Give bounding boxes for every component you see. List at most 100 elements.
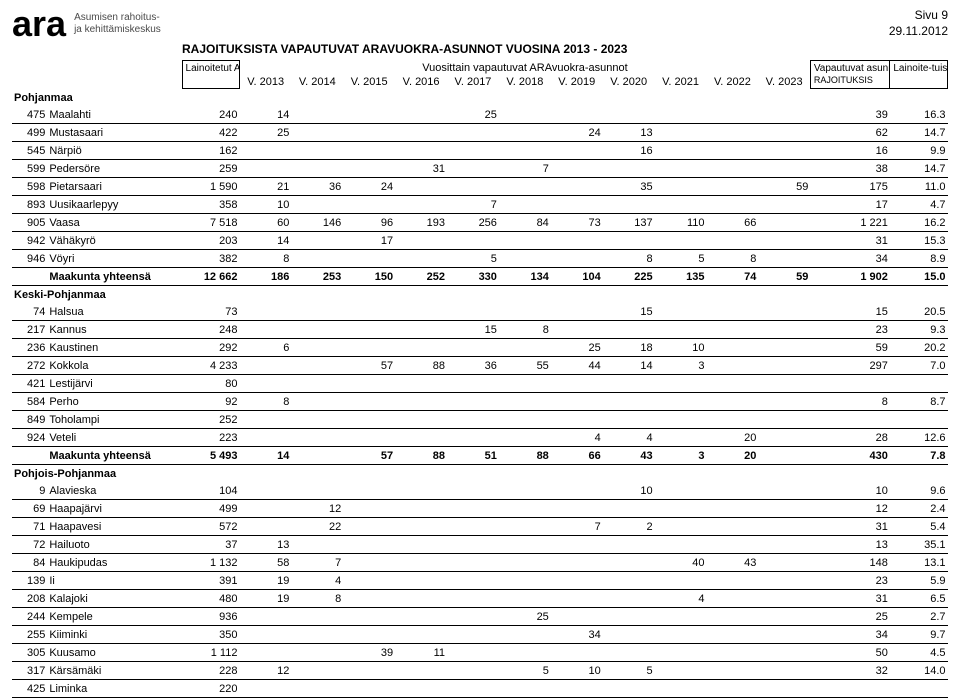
muni-name: Vöyri <box>47 250 182 268</box>
vapautuvat-value: 12 <box>810 500 890 518</box>
year-value <box>551 572 603 590</box>
year-value: 60 <box>239 214 291 232</box>
hdr-vuosittain: Vuosittain vapautuvat ARAvuokra-asunnot <box>239 61 810 75</box>
year-value <box>343 339 395 357</box>
muni-code: 598 <box>12 178 47 196</box>
year-value <box>499 393 551 411</box>
year-value <box>499 482 551 500</box>
muni-code: 421 <box>12 375 47 393</box>
muni-name: Ii <box>47 572 182 590</box>
muni-code: 584 <box>12 393 47 411</box>
year-value <box>291 644 343 662</box>
year-value <box>551 590 603 608</box>
year-value <box>706 375 758 393</box>
year-value <box>655 303 707 321</box>
year-value <box>239 375 291 393</box>
total-lain: 12 662 <box>182 268 239 286</box>
year-header-row: V. 2013 V. 2014 V. 2015 V. 2016 V. 2017 … <box>12 75 948 89</box>
year-value <box>447 124 499 142</box>
year-value <box>603 536 655 554</box>
year-value <box>499 142 551 160</box>
pct-value: 9.9 <box>890 142 948 160</box>
data-row: 425Liminka220 <box>12 680 948 698</box>
year-value <box>706 339 758 357</box>
year-value <box>447 482 499 500</box>
year-value <box>706 572 758 590</box>
year-value <box>655 429 707 447</box>
year-value: 8 <box>603 250 655 268</box>
year-value <box>706 321 758 339</box>
muni-name: Pedersöre <box>47 160 182 178</box>
total-year: 3 <box>655 447 707 465</box>
pct-value: 8.9 <box>890 250 948 268</box>
page-root: ara Asumisen rahoitus- ja kehittämiskesk… <box>0 0 960 698</box>
total-year: 43 <box>603 447 655 465</box>
total-row: Maakunta yhteensä12 66218625315025233013… <box>12 268 948 286</box>
vapautuvat-value: 62 <box>810 124 890 142</box>
year-value <box>758 321 810 339</box>
year-value <box>499 644 551 662</box>
year-value: 5 <box>447 250 499 268</box>
year-value <box>655 178 707 196</box>
year-value: 2 <box>603 518 655 536</box>
vapautuvat-value: 13 <box>810 536 890 554</box>
year-value <box>343 411 395 429</box>
year-value <box>758 232 810 250</box>
year-value <box>655 196 707 214</box>
year-value: 10 <box>239 196 291 214</box>
lainoitetut-value: 259 <box>182 160 239 178</box>
muni-code: 475 <box>12 106 47 124</box>
pct-value: 2.7 <box>890 608 948 626</box>
year-value: 193 <box>395 214 447 232</box>
total-vap: 1 902 <box>810 268 890 286</box>
vapautuvat-value: 34 <box>810 626 890 644</box>
lainoitetut-value: 252 <box>182 411 239 429</box>
year-value <box>551 321 603 339</box>
data-row: 305Kuusamo1 1123911504.5 <box>12 644 948 662</box>
year-value: 7 <box>291 554 343 572</box>
year-value <box>603 500 655 518</box>
muni-code: 9 <box>12 482 47 500</box>
year-value <box>499 554 551 572</box>
year-value <box>551 554 603 572</box>
pct-value: 9.6 <box>890 482 948 500</box>
pct-value: 14.0 <box>890 662 948 680</box>
year-value <box>291 482 343 500</box>
vapautuvat-value <box>810 375 890 393</box>
year-value <box>291 106 343 124</box>
year-value <box>706 142 758 160</box>
hdr-vapautuvat-text: Vapautuvat asunnot vuosina <box>814 63 890 74</box>
lainoitetut-value: 162 <box>182 142 239 160</box>
year-value: 4 <box>291 572 343 590</box>
total-year: 134 <box>499 268 551 286</box>
year-value <box>706 411 758 429</box>
year-value <box>551 375 603 393</box>
year-value <box>395 482 447 500</box>
year-value: 110 <box>655 214 707 232</box>
muni-name: Kannus <box>47 321 182 339</box>
year-value <box>447 160 499 178</box>
total-year <box>291 447 343 465</box>
year-value <box>291 626 343 644</box>
year-value <box>758 429 810 447</box>
muni-code: 893 <box>12 196 47 214</box>
year-value <box>551 178 603 196</box>
lainoitetut-value: 422 <box>182 124 239 142</box>
year-value <box>343 196 395 214</box>
year-value <box>239 321 291 339</box>
data-row: 905Vaasa7 51860146961932568473137110661 … <box>12 214 948 232</box>
year-value <box>395 196 447 214</box>
year-value <box>291 662 343 680</box>
lainoitetut-value: 104 <box>182 482 239 500</box>
hdr-year: V. 2018 <box>499 75 551 89</box>
year-value <box>499 250 551 268</box>
region-row: Pohjanmaa <box>12 89 948 107</box>
pct-value: 11.0 <box>890 178 948 196</box>
total-lain: 5 493 <box>182 447 239 465</box>
year-value <box>291 250 343 268</box>
data-row: 71Haapavesi5722272315.4 <box>12 518 948 536</box>
total-year: 20 <box>706 447 758 465</box>
year-value <box>603 196 655 214</box>
year-value: 7 <box>551 518 603 536</box>
year-value <box>343 626 395 644</box>
